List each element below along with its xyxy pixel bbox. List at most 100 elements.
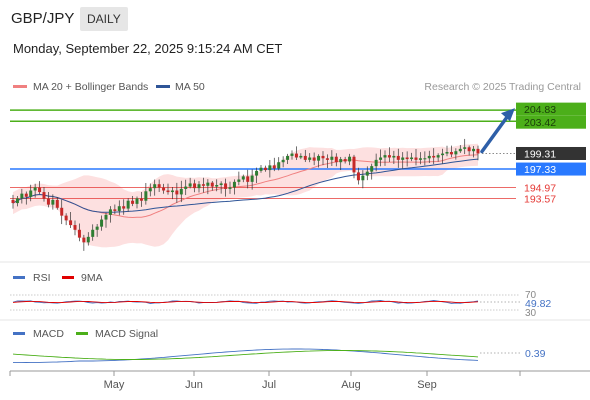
- ma50-line: [12, 158, 479, 213]
- candle: [117, 200, 121, 216]
- level-label-194-97: 194.97: [524, 183, 556, 195]
- macd-signal-legend-swatch: [76, 332, 88, 335]
- candle: [100, 215, 104, 231]
- candle: [91, 224, 95, 241]
- candle: [259, 164, 263, 173]
- rsi-ma-legend-swatch: [62, 276, 74, 279]
- x-tick-label: Aug: [341, 379, 361, 391]
- candle: [82, 234, 86, 251]
- level-label-199-31: 199.31: [524, 148, 556, 160]
- candle: [95, 223, 99, 237]
- level-label-193-57: 193.57: [524, 194, 556, 206]
- candle: [157, 179, 161, 193]
- candle: [20, 188, 24, 204]
- bollinger-band-fill: [13, 143, 478, 248]
- candle: [55, 197, 59, 210]
- candle: [432, 148, 436, 165]
- candle: [423, 151, 427, 166]
- candle: [299, 153, 303, 160]
- candle: [387, 147, 391, 163]
- candle: [418, 152, 422, 165]
- ma50-legend-label: MA 50: [175, 81, 205, 93]
- candle: [436, 153, 440, 162]
- candle: [445, 145, 449, 157]
- candle: [308, 153, 312, 163]
- candle: [321, 151, 325, 166]
- candle: [175, 182, 179, 203]
- candle: [197, 181, 201, 193]
- rsi-legend-label: RSI: [33, 272, 51, 284]
- candle: [463, 138, 467, 155]
- chart-header: GBP/JPY DAILY: [0, 0, 590, 36]
- macd-line: [13, 348, 479, 363]
- candle: [286, 153, 290, 164]
- candle: [113, 204, 117, 215]
- candle: [122, 199, 126, 215]
- candle: [237, 171, 241, 186]
- candle: [281, 156, 285, 168]
- candle: [219, 181, 223, 194]
- candle: [162, 183, 166, 194]
- candle: [193, 179, 197, 193]
- level-label-203-42: 203.42: [524, 117, 556, 129]
- level-tag-197-33: [516, 162, 586, 176]
- ma20-legend-label: MA 20 + Bollinger Bands: [33, 81, 148, 93]
- candle: [365, 166, 369, 181]
- candle: [86, 232, 90, 246]
- candle: [139, 191, 143, 207]
- candle: [352, 154, 356, 179]
- macd-signal-legend-label: MACD Signal: [95, 328, 158, 340]
- candle: [46, 192, 50, 208]
- timeframe-badge[interactable]: DAILY: [80, 7, 128, 31]
- ma50-legend-swatch: [156, 85, 170, 88]
- rsi-ma-line: [12, 300, 479, 304]
- candle: [334, 153, 338, 167]
- candle: [356, 167, 360, 185]
- candle: [135, 196, 139, 209]
- candle: [60, 199, 64, 225]
- candle: [348, 153, 352, 166]
- level-label-197-33: 197.33: [524, 164, 556, 176]
- x-tick-label: Sep: [417, 379, 437, 391]
- candle: [69, 212, 73, 228]
- rsi-30-label: 30: [525, 308, 537, 319]
- ma20-legend-swatch: [13, 85, 27, 88]
- candle: [405, 151, 409, 167]
- candle: [232, 179, 236, 195]
- candle: [255, 167, 259, 184]
- macd-value-label: 0.39: [525, 348, 546, 360]
- target-arrow-shaft: [480, 115, 509, 154]
- price-legend: MA 20 + Bollinger Bands MA 50 Research ©…: [13, 81, 581, 93]
- candle: [73, 220, 77, 236]
- candle: [317, 154, 321, 168]
- candle: [38, 181, 42, 195]
- candle: [104, 212, 108, 228]
- candle: [170, 187, 174, 200]
- candle: [51, 194, 55, 210]
- candle: [449, 145, 453, 158]
- candle: [379, 149, 383, 167]
- candle: [410, 152, 414, 162]
- candle: [392, 150, 396, 165]
- candle: [277, 157, 281, 171]
- candle: [11, 194, 15, 209]
- x-tick-label: Jul: [262, 379, 276, 391]
- candle: [184, 179, 188, 196]
- candle: [126, 198, 130, 212]
- rsi-value-label: 49.82: [525, 298, 551, 310]
- rsi-70-label: 70: [525, 290, 537, 301]
- candle: [263, 165, 267, 172]
- candle: [454, 148, 458, 160]
- candle: [42, 186, 46, 202]
- candle: [312, 152, 316, 166]
- candle: [330, 150, 334, 166]
- candle: [15, 195, 19, 207]
- credit-text: Research © 2025 Trading Central: [424, 81, 581, 93]
- candle: [29, 184, 33, 202]
- candle: [441, 148, 445, 164]
- candle: [427, 150, 431, 163]
- candle: [241, 174, 245, 183]
- candle: [290, 150, 294, 160]
- candle: [467, 145, 471, 156]
